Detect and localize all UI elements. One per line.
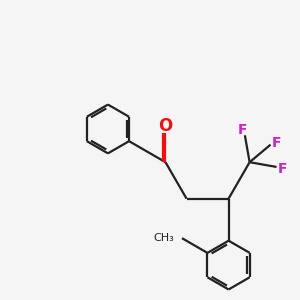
Text: F: F	[278, 162, 288, 176]
Text: O: O	[158, 117, 172, 135]
Text: F: F	[238, 123, 247, 137]
Text: F: F	[272, 136, 282, 149]
Text: CH₃: CH₃	[154, 233, 174, 243]
